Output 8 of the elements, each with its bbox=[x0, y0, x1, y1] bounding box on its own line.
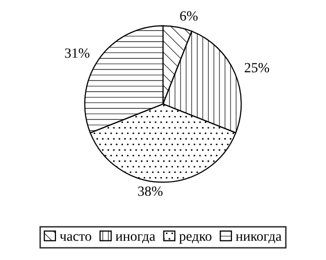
data-label: 25% bbox=[244, 62, 270, 72]
legend-label: часто bbox=[60, 234, 92, 241]
legend-label: редко bbox=[179, 234, 212, 244]
data-label: 6% bbox=[180, 11, 198, 21]
legend-label: иногда bbox=[116, 234, 156, 244]
legend-label: никогда bbox=[236, 234, 282, 244]
data-label: 31% bbox=[65, 48, 90, 58]
data-label: 38% bbox=[138, 186, 163, 196]
